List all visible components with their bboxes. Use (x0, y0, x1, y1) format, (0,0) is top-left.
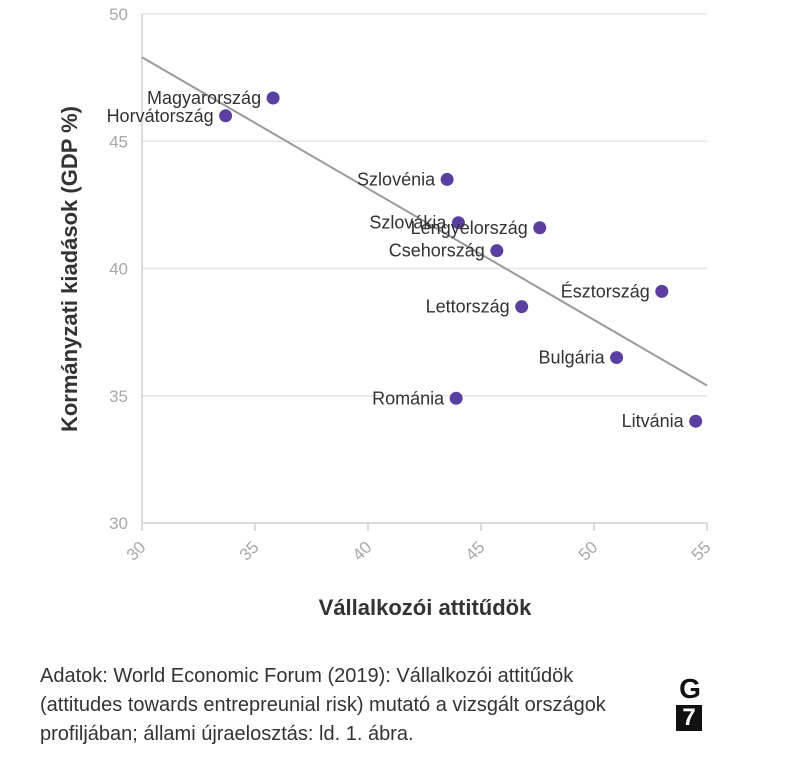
data-label: Lettország (426, 297, 510, 317)
logo-letter: G (679, 673, 701, 704)
data-label: Szlovákia (369, 213, 447, 233)
data-point (266, 91, 280, 105)
x-tick-label: 30 (123, 538, 150, 565)
data-label: Horvátország (107, 106, 214, 126)
grid-layer (142, 13, 707, 524)
data-point (219, 109, 233, 123)
data-label: Szlovénia (357, 169, 436, 189)
y-tick-label: 45 (109, 132, 128, 151)
data-point (515, 300, 529, 314)
g7-logo: G 7 (676, 673, 704, 731)
data-label: Bulgária (539, 348, 606, 368)
y-tick-label: 35 (109, 387, 128, 406)
logo-number: 7 (676, 705, 702, 731)
scatter-chart: 30 35 40 45 50 30 35 40 45 50 55 MagyarországHorvá… (57, 5, 715, 620)
data-label: Lengyelország (411, 218, 528, 238)
x-tick-label: 55 (688, 538, 715, 565)
data-point (451, 216, 465, 230)
x-tick-label: 35 (236, 538, 263, 565)
y-tick-label: 40 (109, 260, 128, 279)
x-axis-title: Vállalkozói attitűdök (319, 595, 532, 620)
data-point (490, 244, 504, 258)
data-point (655, 284, 669, 298)
y-axis-title: Kormányzati kiadások (GDP %) (57, 106, 82, 432)
y-tick-label: 30 (109, 514, 128, 533)
data-label: Csehország (389, 241, 485, 261)
data-point (440, 172, 454, 186)
data-label: Észtország (561, 281, 650, 301)
x-tick-label: 45 (462, 538, 489, 565)
x-tick-label: 40 (349, 538, 376, 565)
data-point (449, 391, 463, 405)
data-label: Litvánia (622, 411, 685, 431)
x-tick-label: 50 (575, 538, 602, 565)
data-label: Magyarország (147, 88, 261, 108)
data-point (610, 351, 624, 365)
data-label: Románia (372, 388, 445, 408)
data-point (689, 414, 703, 428)
data-point (533, 221, 547, 235)
trend-line (141, 56, 708, 387)
y-tick-label: 50 (109, 5, 128, 24)
source-caption: Adatok: World Economic Forum (2019): Vál… (40, 665, 606, 745)
